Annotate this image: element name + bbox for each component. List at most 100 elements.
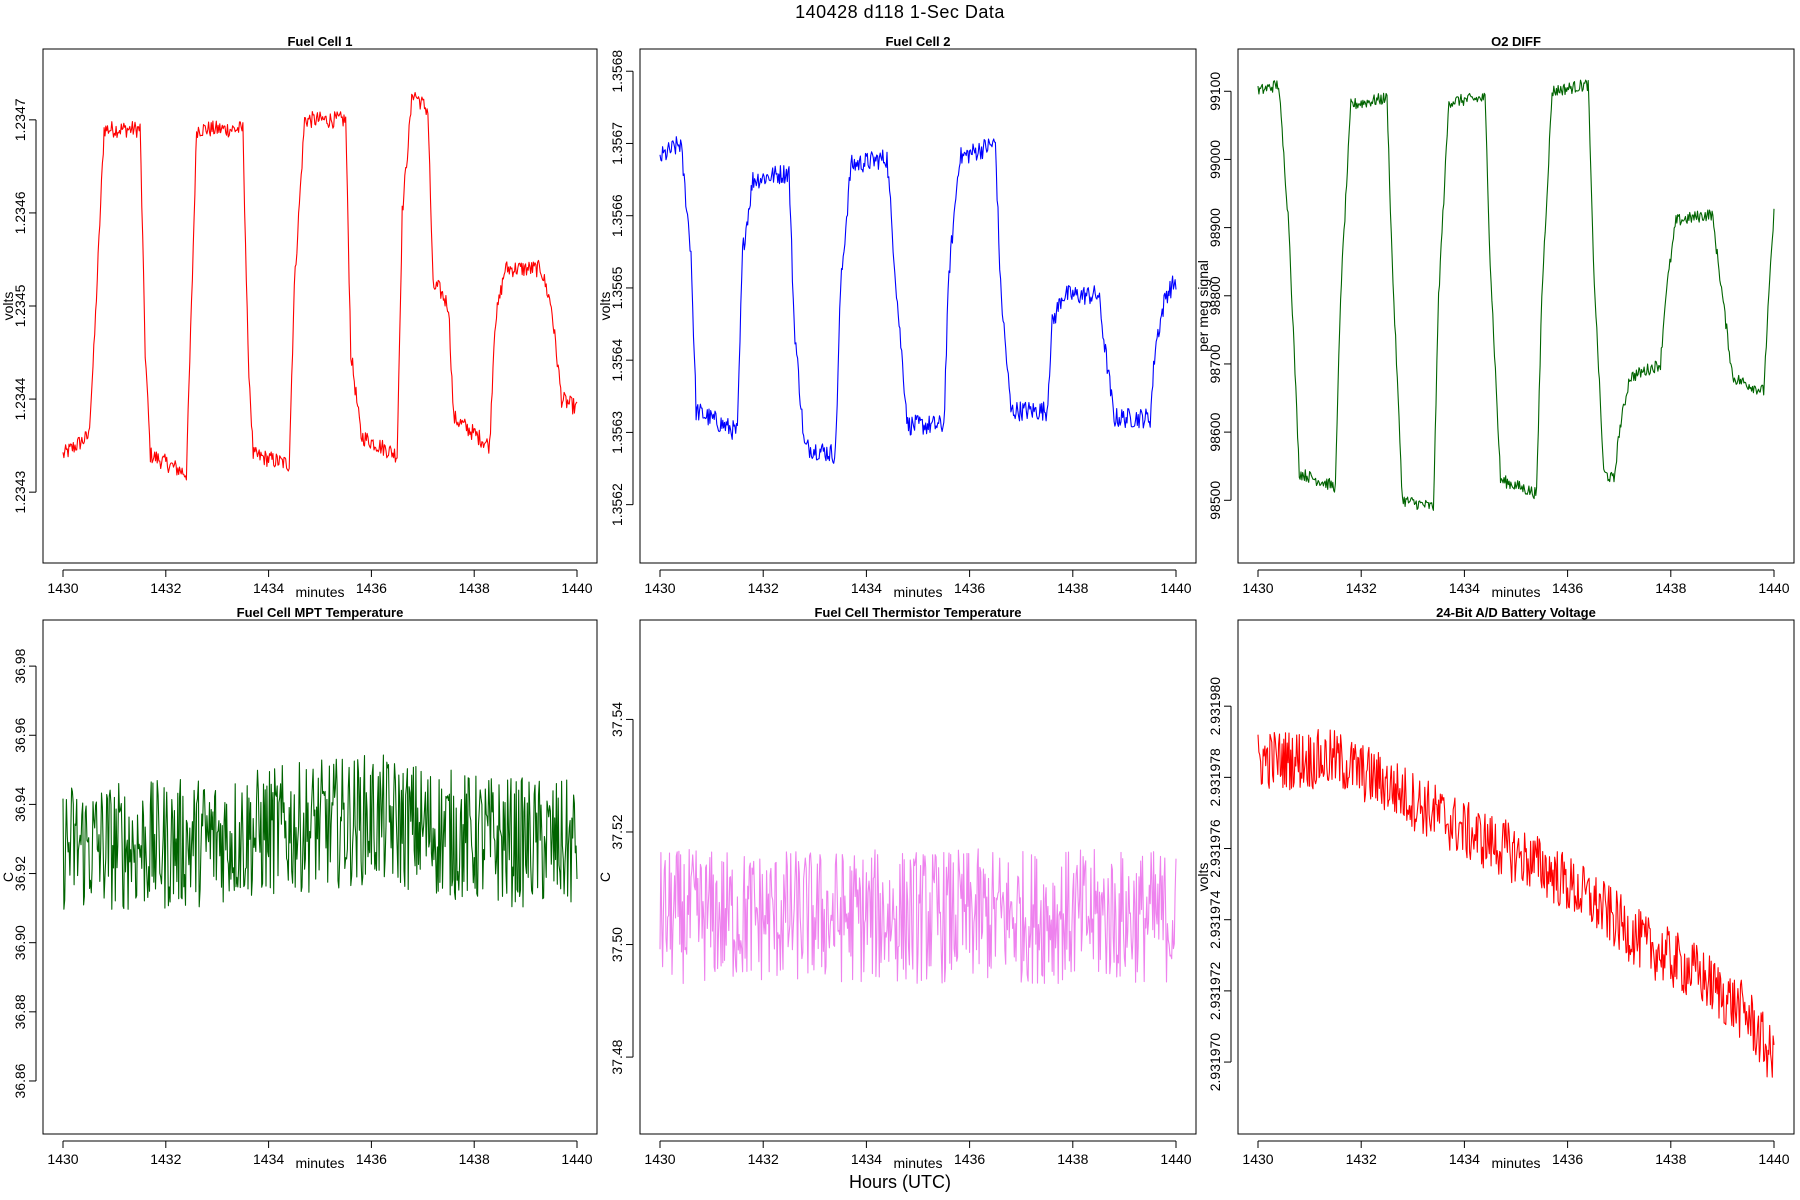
y-tick-label: 1.3562 — [609, 483, 625, 526]
chart-title: O2 DIFF — [1491, 34, 1541, 49]
x-axis-label: minutes — [295, 584, 344, 600]
x-tick-label: 1430 — [47, 1151, 78, 1167]
x-axis-label: minutes — [1491, 1155, 1540, 1171]
x-tick-label: 1434 — [253, 580, 284, 596]
y-tick-label: 1.3563 — [609, 411, 625, 454]
footer-label: Hours (UTC) — [849, 1172, 951, 1192]
plot-frame — [42, 48, 598, 564]
chart-title: Fuel Cell 2 — [885, 34, 950, 49]
plot-frame — [42, 619, 598, 1135]
x-tick-label: 1438 — [1057, 580, 1088, 596]
x-tick-label: 1438 — [459, 1151, 490, 1167]
x-tick-label: 1432 — [150, 1151, 181, 1167]
y-tick-label: 36.86 — [12, 1063, 28, 1098]
y-tick-label: 37.54 — [609, 702, 625, 737]
y-tick-label: 36.90 — [12, 925, 28, 960]
x-tick-label: 1440 — [561, 580, 592, 596]
y-tick-label: 2.931974 — [1207, 890, 1223, 949]
y-tick-label: 1.2346 — [12, 191, 28, 234]
y-axis-label: volts — [0, 292, 16, 321]
series-line-o2 — [1257, 79, 1775, 511]
panel-therm: Fuel Cell Thermistor Temperature 1430 1432… — [597, 605, 1197, 1171]
x-axis-label: minutes — [893, 584, 942, 600]
panel-o2: O2 DIFF 1430 1432 1434 1436 1438 1440 minutes 98… — [1195, 34, 1795, 600]
x-tick-label: 1432 — [150, 580, 181, 596]
y-tick-label: 1.3564 — [609, 339, 625, 382]
series-line-batt — [1257, 728, 1775, 1078]
y-tick-label: 98600 — [1207, 412, 1223, 451]
y-tick-label: 98500 — [1207, 481, 1223, 520]
page-title: 140428 d118 1-Sec Data — [795, 2, 1005, 22]
x-tick-label: 1440 — [561, 1151, 592, 1167]
panel-fc1: Fuel Cell 1 1430 1432 1434 1436 1438 1440 minut… — [0, 34, 598, 600]
y-tick-label: 36.98 — [12, 648, 28, 683]
x-tick-label: 1438 — [459, 580, 490, 596]
y-axis-label: volts — [1195, 863, 1211, 892]
x-tick-label: 1430 — [47, 580, 78, 596]
y-axis-label: per meg signal — [1195, 260, 1211, 352]
panel-mpt: Fuel Cell MPT Temperature 1430 1432 1434 143… — [0, 605, 598, 1171]
plot-frame — [639, 48, 1197, 564]
x-tick-label: 1438 — [1655, 1151, 1686, 1167]
x-tick-label: 1438 — [1655, 580, 1686, 596]
x-tick-label: 1440 — [1160, 1151, 1191, 1167]
x-tick-label: 1430 — [1242, 1151, 1273, 1167]
y-tick-label: 2.931972 — [1207, 961, 1223, 1020]
y-tick-label: 2.931978 — [1207, 748, 1223, 807]
y-tick-label: 2.931980 — [1207, 677, 1223, 736]
x-tick-label: 1438 — [1057, 1151, 1088, 1167]
x-tick-label: 1436 — [356, 580, 387, 596]
x-tick-label: 1436 — [356, 1151, 387, 1167]
x-axis-label: minutes — [1491, 584, 1540, 600]
series-line-fc2 — [659, 136, 1177, 464]
panel-fc2: Fuel Cell 2 1430 1432 1434 1436 1438 1440 minut… — [597, 34, 1197, 600]
x-tick-label: 1430 — [644, 580, 675, 596]
y-axis-label: C — [0, 872, 16, 882]
y-tick-label: 1.2347 — [12, 98, 28, 141]
y-tick-label: 2.931976 — [1207, 819, 1223, 878]
chart-title: Fuel Cell 1 — [287, 34, 352, 49]
y-tick-label: 1.2344 — [12, 377, 28, 420]
x-axis-label: minutes — [295, 1155, 344, 1171]
plot-frame — [639, 619, 1197, 1135]
y-tick-label: 1.2343 — [12, 471, 28, 514]
y-tick-label: 98700 — [1207, 344, 1223, 383]
y-tick-label: 36.92 — [12, 856, 28, 891]
x-tick-label: 1432 — [748, 1151, 779, 1167]
x-tick-label: 1434 — [1449, 580, 1480, 596]
x-axis-label: minutes — [893, 1155, 942, 1171]
y-tick-label: 36.96 — [12, 718, 28, 753]
y-tick-label: 36.94 — [12, 787, 28, 822]
y-tick-label: 1.3568 — [609, 50, 625, 93]
chart-title: Fuel Cell MPT Temperature — [237, 605, 404, 620]
x-tick-label: 1434 — [851, 580, 882, 596]
x-tick-label: 1436 — [954, 580, 985, 596]
panel-batt: 24-Bit A/D Battery Voltage 1430 1432 1434 14… — [1195, 605, 1795, 1171]
x-tick-label: 1436 — [1552, 580, 1583, 596]
y-tick-label: 37.50 — [609, 927, 625, 962]
y-tick-label: 1.3566 — [609, 194, 625, 237]
x-tick-label: 1440 — [1758, 580, 1789, 596]
plot-frame — [1237, 48, 1795, 564]
y-tick-label: 99000 — [1207, 140, 1223, 179]
y-tick-label: 1.2345 — [12, 284, 28, 327]
chart-title: 24-Bit A/D Battery Voltage — [1436, 605, 1596, 620]
x-tick-label: 1440 — [1160, 580, 1191, 596]
x-tick-label: 1436 — [954, 1151, 985, 1167]
x-tick-label: 1432 — [1346, 580, 1377, 596]
series-line-therm — [659, 848, 1177, 985]
x-tick-label: 1432 — [748, 580, 779, 596]
y-tick-label: 2.931970 — [1207, 1033, 1223, 1092]
x-tick-label: 1436 — [1552, 1151, 1583, 1167]
y-tick-label: 98800 — [1207, 276, 1223, 315]
y-tick-label: 37.48 — [609, 1039, 625, 1074]
x-tick-label: 1434 — [1449, 1151, 1480, 1167]
y-axis-label: volts — [597, 292, 613, 321]
y-axis-label: C — [597, 872, 613, 882]
y-tick-label: 98900 — [1207, 208, 1223, 247]
y-tick-label: 36.88 — [12, 994, 28, 1029]
y-tick-label: 1.3565 — [609, 266, 625, 309]
series-line-mpt — [62, 754, 578, 910]
y-tick-label: 99100 — [1207, 72, 1223, 111]
